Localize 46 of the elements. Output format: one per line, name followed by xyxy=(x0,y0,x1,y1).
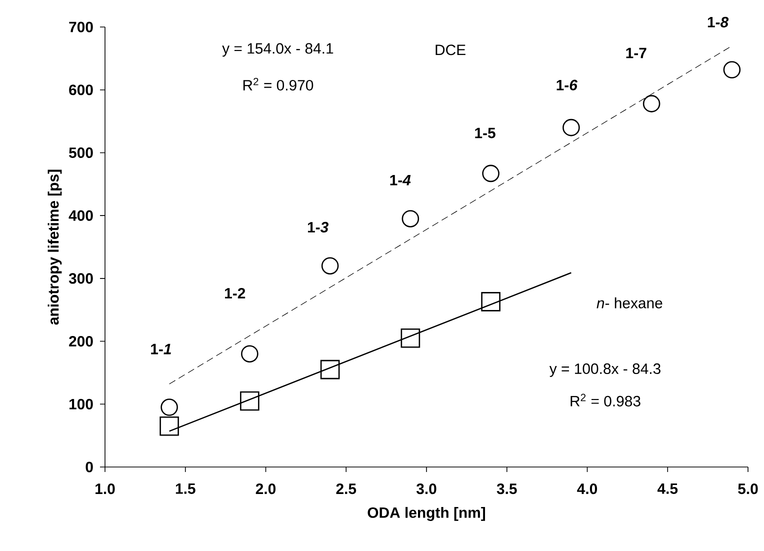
y-tick-label: 600 xyxy=(69,84,93,96)
point xyxy=(400,328,420,348)
annotation: DCE xyxy=(436,44,466,56)
x-tick-label: 3.0 xyxy=(416,484,436,494)
x-tick-label: 2.0 xyxy=(256,484,276,494)
y-tick-label: 400 xyxy=(68,210,93,221)
point xyxy=(320,360,340,380)
y-axis-title: aniotropy lifetime [ps] xyxy=(48,170,62,325)
point xyxy=(402,210,420,228)
annotation: 1-6 xyxy=(556,80,578,90)
point xyxy=(723,61,741,78)
point xyxy=(241,345,258,363)
annotation: 1-4 xyxy=(390,174,411,186)
point xyxy=(642,95,660,112)
annotation: R$^{2}$ = 0.970 xyxy=(243,78,314,91)
y-tick-label: 300 xyxy=(68,273,93,284)
annotation: 1-3 xyxy=(308,222,328,232)
y-tick-label: 200 xyxy=(69,336,93,347)
annotation: n- hexane xyxy=(596,297,662,308)
x-tick-label: 5.0 xyxy=(738,484,758,494)
x-axis-title: ODA length [nm] xyxy=(368,506,486,521)
y-tick-label: 0 xyxy=(86,462,93,472)
point xyxy=(160,416,179,436)
annotation: 1-2 xyxy=(225,288,246,298)
x-tick-label: 2.5 xyxy=(336,484,356,494)
x-tick-label: 1.5 xyxy=(176,484,196,494)
point xyxy=(160,398,178,416)
annotation: y = 154.0x - 84.1 xyxy=(222,43,334,57)
annotation: 1-7 xyxy=(626,48,646,58)
annotation: y = 100.8x - 84.3 xyxy=(549,363,660,377)
point xyxy=(321,257,339,275)
point xyxy=(562,118,580,136)
point xyxy=(481,292,500,312)
point xyxy=(482,164,500,182)
annotation: 1-8 xyxy=(708,16,729,28)
annotation: 1-5 xyxy=(475,128,496,138)
annotation: R$^{2}$ = 0.983 xyxy=(570,394,640,406)
y-tick-label: 700 xyxy=(69,22,93,32)
annotation: 1-1 xyxy=(151,344,171,354)
y-tick-label: 500 xyxy=(69,147,93,158)
y-tick-label: 100 xyxy=(69,398,93,410)
x-tick-label: 1.0 xyxy=(96,484,115,494)
point xyxy=(240,391,260,411)
x-tick-label: 3.5 xyxy=(496,484,517,494)
x-tick-label: 4.0 xyxy=(577,484,598,494)
x-tick-label: 4.5 xyxy=(657,484,678,494)
